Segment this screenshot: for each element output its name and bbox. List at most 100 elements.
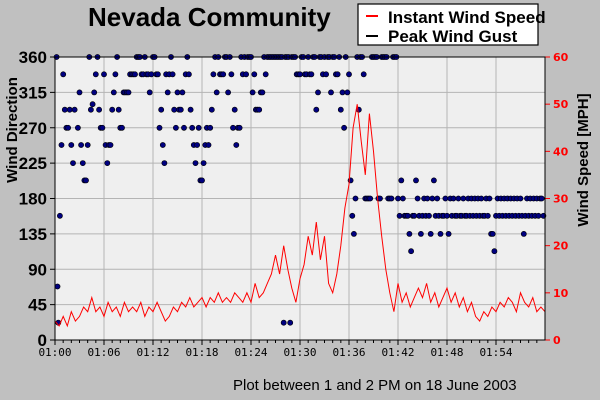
legend: Instant Wind Speed Peak Wind Gust [357, 3, 546, 46]
legend-box [357, 3, 539, 46]
wind-direction-point [517, 195, 524, 202]
wind-direction-point [396, 212, 403, 219]
x-tick-label: 01:36 [332, 346, 365, 359]
wind-direction-point [71, 106, 78, 113]
wind-direction-point [233, 142, 240, 148]
x-tick-label: 01:12 [136, 346, 169, 359]
wind-direction-point [169, 71, 176, 78]
wind-direction-point [350, 230, 357, 237]
wind-direction-point [174, 89, 181, 96]
legend-label-instant: Instant Wind Speed [388, 8, 546, 27]
x-tick-label: 01:30 [283, 346, 316, 359]
wind-direction-point [417, 230, 424, 237]
x-tick-label: 01:42 [381, 346, 414, 359]
wind-direction-point [360, 71, 367, 78]
wind-direction-point [535, 212, 542, 219]
wind-direction-point [96, 106, 102, 113]
wind-direction-point [154, 71, 161, 78]
wind-direction-point [236, 124, 243, 131]
wind-direction-point [179, 89, 186, 96]
wind-direction-point [444, 212, 450, 219]
y-right-label: Wind Speed [MPH] [575, 93, 592, 226]
y-left-tick-label: 45 [28, 296, 47, 315]
wind-direction-point [88, 106, 94, 113]
wind-direction-point [413, 177, 419, 184]
x-tick-label: 01:24 [234, 346, 267, 359]
wind-direction-point [164, 89, 171, 96]
wind-direction-point [92, 71, 99, 78]
wind-direction-point [125, 89, 132, 96]
wind-direction-point [346, 71, 352, 78]
wind-direction-point [426, 212, 432, 219]
wind-direction-point [83, 177, 89, 184]
wind-direction-point [442, 195, 449, 202]
wind-direction-point [112, 71, 119, 78]
wind-direction-point [99, 124, 106, 131]
wind-direction-point [404, 212, 411, 219]
wind-direction-point [308, 71, 315, 78]
wind-direction-point [367, 195, 374, 202]
wind-direction-point [91, 89, 98, 96]
wind-direction-point [287, 319, 294, 326]
wind-direction-point [189, 124, 196, 131]
wind-direction-point [195, 124, 202, 131]
wind-direction-point [315, 89, 321, 96]
wind-direction-point [177, 106, 184, 113]
x-tick-label: 01:00 [38, 346, 71, 359]
wind-direction-point [406, 230, 413, 237]
wind-direction-point [148, 71, 155, 78]
wind-direction-point [181, 124, 187, 131]
x-tick-label: 01:54 [479, 346, 512, 359]
wind-direction-point [89, 101, 96, 108]
wind-direction-point [110, 89, 117, 96]
y-right-tick-label: 0 [553, 334, 561, 347]
wind-direction-point [107, 142, 114, 148]
x-tick-label: 01:48 [430, 346, 463, 359]
x-ticks: 01:00 01:06 01:12 01:18 01:24 01:30 01:36 01:42… [38, 340, 538, 359]
wind-direction-point [78, 142, 84, 148]
y-left-label: Wind Direction [4, 77, 21, 183]
wind-direction-point [411, 212, 418, 219]
y-left-tick-label: 225 [19, 154, 47, 173]
wind-direction-point [76, 89, 83, 96]
wind-direction-point [388, 195, 395, 202]
wind-direction-point [538, 195, 545, 202]
series-layer [53, 54, 547, 328]
wind-direction-point [54, 283, 61, 290]
wind-direction-point [450, 195, 457, 202]
y-left-tick-label: 180 [19, 190, 47, 209]
wind-direction-point [230, 124, 236, 131]
wind-direction-point [259, 89, 266, 96]
wind-direction-point [280, 319, 287, 326]
wind-direction-point [489, 230, 496, 237]
wind-direction-point [207, 124, 214, 131]
wind-direction-point [398, 177, 405, 184]
wind-direction-point [231, 106, 238, 113]
wind-direction-point [313, 106, 320, 113]
wind-direction-point [66, 106, 73, 113]
wind-direction-point [430, 177, 437, 184]
wind-direction-point [341, 124, 347, 131]
y-left-tick-label: 90 [28, 260, 47, 279]
wind-direction-point [75, 124, 81, 131]
wind-direction-point [161, 160, 168, 166]
wind-direction-point [58, 142, 65, 148]
wind-direction-point [424, 195, 431, 202]
wind-direction-point [486, 195, 493, 202]
wind-direction-point [337, 106, 344, 113]
wind-direction-point [61, 106, 68, 113]
wind-direction-point [156, 124, 163, 131]
wind-direction-point [208, 106, 215, 113]
y-left-ticks: 0 45 90 135 180 225 270 315 360 [19, 48, 55, 350]
series-line-instant-wind-speed [54, 104, 546, 328]
wind-direction-point [455, 195, 462, 202]
wind-direction-point [84, 142, 91, 148]
wind-direction-point [328, 89, 334, 96]
wind-direction-point [434, 195, 441, 202]
wind-direction-point [79, 160, 86, 166]
y-right-tick-label: 20 [553, 240, 569, 253]
y-right-tick-label: 60 [553, 51, 569, 64]
wind-direction-point [344, 89, 351, 96]
